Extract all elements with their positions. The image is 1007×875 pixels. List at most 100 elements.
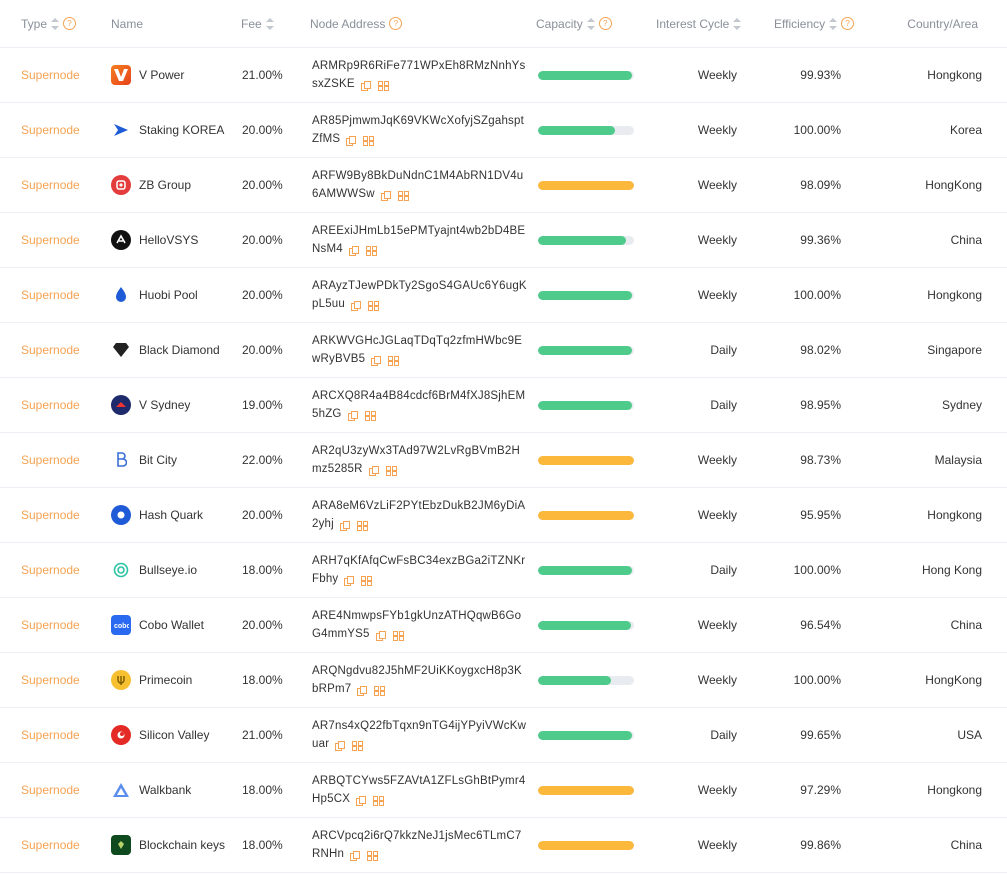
node-name-cell[interactable]: V Sydney bbox=[111, 378, 229, 432]
node-name[interactable]: V Power bbox=[139, 68, 185, 82]
qrcode-icon[interactable] bbox=[367, 299, 379, 311]
qrcode-icon[interactable] bbox=[367, 849, 379, 861]
node-name-cell[interactable]: Bit City bbox=[111, 433, 229, 487]
node-address-cell: AREExiJHmLb15ePMTyajnt4wb2bD4BENsM4 bbox=[312, 213, 527, 267]
column-capacity[interactable]: Capacity ? bbox=[536, 0, 612, 47]
table-row[interactable]: Supernode Huobi Pool 20.00% ARAyzTJewPDkTy2… bbox=[0, 268, 1007, 323]
table-row[interactable]: Supernode Bit City 22.00% AR2qU3zyWx3TAd97W… bbox=[0, 433, 1007, 488]
hash-quark-logo-icon bbox=[111, 505, 131, 525]
column-node-address-label: Node Address bbox=[310, 16, 386, 31]
table-row[interactable]: Supernode Staking KOREA 20.00% AR85PjmwmJqK… bbox=[0, 103, 1007, 158]
node-name[interactable]: Hash Quark bbox=[139, 508, 204, 522]
copy-icon[interactable] bbox=[348, 244, 360, 256]
copy-icon[interactable] bbox=[350, 299, 362, 311]
help-icon[interactable]: ? bbox=[63, 17, 77, 30]
qrcode-icon[interactable] bbox=[392, 629, 404, 641]
column-interest-cycle[interactable]: Interest Cycle bbox=[656, 0, 742, 47]
qrcode-icon[interactable] bbox=[374, 684, 386, 696]
node-name-cell[interactable]: Huobi Pool bbox=[111, 268, 229, 322]
copy-icon[interactable] bbox=[371, 354, 382, 366]
node-name-cell[interactable]: Black Diamond bbox=[111, 323, 229, 377]
table-row[interactable]: Supernode Walkbank 18.00% ARBQTCYws5FZAVtA1… bbox=[0, 763, 1007, 818]
column-fee[interactable]: Fee bbox=[241, 0, 274, 47]
help-icon[interactable]: ? bbox=[598, 17, 612, 30]
copy-icon[interactable] bbox=[339, 519, 351, 531]
node-type: Supernode bbox=[21, 508, 80, 522]
country: HongKong bbox=[925, 673, 982, 687]
copy-icon[interactable] bbox=[375, 629, 387, 641]
qrcode-icon[interactable] bbox=[397, 189, 409, 201]
node-name[interactable]: Silicon Valley bbox=[139, 728, 210, 742]
table-row[interactable]: Supernode Bullseye.io 18.00% ARH7qKfAfqCwFs… bbox=[0, 543, 1007, 598]
table-row[interactable]: Supernode V Power 21.00% ARMRp9R6RiFe771WPx… bbox=[0, 48, 1007, 103]
help-icon[interactable]: ? bbox=[389, 17, 403, 30]
copy-icon[interactable] bbox=[350, 849, 361, 861]
help-icon[interactable]: ? bbox=[841, 17, 855, 30]
node-name-cell[interactable]: V Power bbox=[111, 48, 229, 102]
qrcode-icon[interactable] bbox=[388, 354, 400, 366]
node-name-cell[interactable]: HelloVSYS bbox=[111, 213, 229, 267]
node-type: Supernode bbox=[21, 68, 80, 82]
copy-icon[interactable] bbox=[368, 464, 380, 476]
table-row[interactable]: Supernode ZB Group 20.00% ARFW9By8BkDuNdnC1… bbox=[0, 158, 1007, 213]
node-address-cell: ARCXQ8R4a4B84cdcf6BrM4fXJ8SjhEM5hZG bbox=[312, 378, 527, 432]
table-row[interactable]: Supernode Blockchain keys 18.00% ARCVpcq2i6… bbox=[0, 818, 1007, 873]
table-row[interactable]: Supernode cobo Cobo Wallet 20.00% ARE4NmwpsF… bbox=[0, 598, 1007, 653]
table-row[interactable]: Supernode Primecoin 18.00% ARQNgdvu82J5hMF2… bbox=[0, 653, 1007, 708]
node-name[interactable]: Blockchain keys bbox=[139, 838, 226, 852]
node-name[interactable]: Black Diamond bbox=[139, 343, 220, 357]
copy-icon[interactable] bbox=[335, 739, 346, 751]
node-name-cell[interactable]: Primecoin bbox=[111, 653, 229, 707]
efficiency: 98.02% bbox=[800, 343, 841, 357]
node-name[interactable]: V Sydney bbox=[139, 398, 191, 412]
qrcode-icon[interactable] bbox=[365, 244, 377, 256]
node-name-cell[interactable]: Bullseye.io bbox=[111, 543, 229, 597]
node-name-cell[interactable]: Walkbank bbox=[111, 763, 229, 817]
capacity-bar-fill bbox=[538, 510, 634, 520]
table-row[interactable]: Supernode V Sydney 19.00% ARCXQ8R4a4B84cdcf… bbox=[0, 378, 1007, 433]
qrcode-icon[interactable] bbox=[377, 79, 389, 91]
copy-icon[interactable] bbox=[360, 79, 372, 91]
table-row[interactable]: Supernode Hash Quark 20.00% ARA8eM6VzLiF2PY… bbox=[0, 488, 1007, 543]
node-name-cell[interactable]: Staking KOREA bbox=[111, 103, 229, 157]
capacity-bar-cell bbox=[538, 158, 635, 212]
table-row[interactable]: Supernode HelloVSYS 20.00% AREExiJHmLb15ePM… bbox=[0, 213, 1007, 268]
node-name-cell[interactable]: ZB Group bbox=[111, 158, 229, 212]
sort-icon[interactable] bbox=[265, 17, 274, 30]
qrcode-icon[interactable] bbox=[361, 574, 373, 586]
table-row[interactable]: Supernode Silicon Valley 21.00% AR7ns4xQ22f… bbox=[0, 708, 1007, 763]
copy-icon[interactable] bbox=[380, 189, 392, 201]
node-name-cell[interactable]: Blockchain keys bbox=[111, 818, 229, 872]
node-name-cell[interactable]: Hash Quark bbox=[111, 488, 229, 542]
qrcode-icon[interactable] bbox=[363, 134, 375, 146]
node-name[interactable]: Staking KOREA bbox=[139, 123, 225, 137]
copy-icon[interactable] bbox=[344, 574, 355, 586]
qrcode-icon[interactable] bbox=[352, 739, 364, 751]
copy-icon[interactable] bbox=[356, 794, 367, 806]
hellovsys-logo-icon bbox=[111, 230, 131, 250]
copy-icon[interactable] bbox=[357, 684, 368, 696]
node-name-cell[interactable]: cobo Cobo Wallet bbox=[111, 598, 229, 652]
copy-icon[interactable] bbox=[347, 409, 359, 421]
node-name[interactable]: HelloVSYS bbox=[139, 233, 199, 247]
node-name[interactable]: Bit City bbox=[139, 453, 178, 467]
sort-icon[interactable] bbox=[733, 17, 742, 30]
node-name[interactable]: Cobo Wallet bbox=[139, 618, 204, 632]
sort-icon[interactable] bbox=[586, 17, 595, 30]
table-row[interactable]: Supernode Black Diamond 20.00% ARKWVGHcJGLa… bbox=[0, 323, 1007, 378]
qrcode-icon[interactable] bbox=[373, 794, 385, 806]
node-name[interactable]: ZB Group bbox=[139, 178, 192, 192]
node-name[interactable]: Primecoin bbox=[139, 673, 193, 687]
column-type[interactable]: Type ? bbox=[21, 0, 77, 47]
qrcode-icon[interactable] bbox=[385, 464, 397, 476]
node-name-cell[interactable]: Silicon Valley bbox=[111, 708, 229, 762]
node-name[interactable]: Huobi Pool bbox=[139, 288, 198, 302]
copy-icon[interactable] bbox=[346, 134, 357, 146]
column-efficiency[interactable]: Efficiency ? bbox=[774, 0, 855, 47]
node-name[interactable]: Bullseye.io bbox=[139, 563, 198, 577]
qrcode-icon[interactable] bbox=[356, 519, 368, 531]
sort-icon[interactable] bbox=[51, 17, 60, 30]
node-name[interactable]: Walkbank bbox=[139, 783, 192, 797]
sort-icon[interactable] bbox=[829, 17, 838, 30]
qrcode-icon[interactable] bbox=[364, 409, 376, 421]
